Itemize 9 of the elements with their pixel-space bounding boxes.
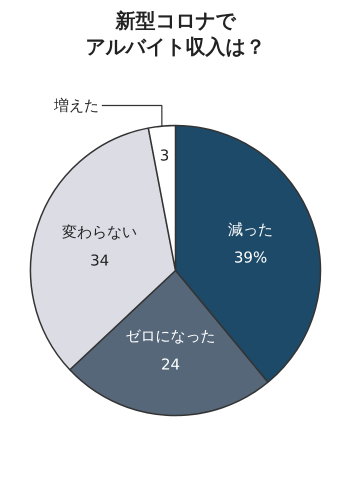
slice-label: 変わらない <box>62 222 138 241</box>
data-label: 3 <box>160 146 170 165</box>
data-label: 39% <box>234 248 268 266</box>
slice-label: 減った <box>228 220 274 238</box>
data-label: 24 <box>160 356 180 374</box>
chart-title: 新型コロナでアルバイト収入は？ <box>86 8 266 58</box>
data-label: 34 <box>90 251 110 270</box>
slice-label: ゼロになった <box>125 327 216 346</box>
slice-label: 増えた <box>52 96 99 114</box>
